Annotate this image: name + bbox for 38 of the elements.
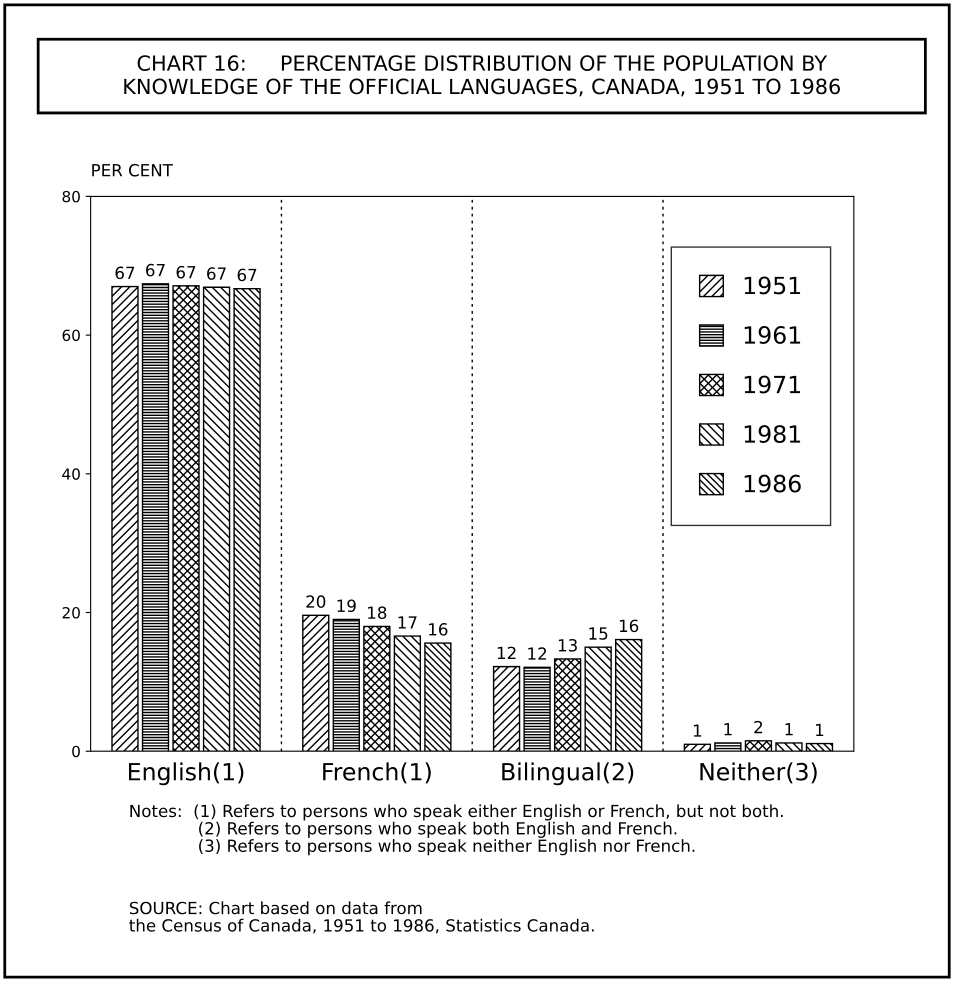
data-label: 1 — [694, 724, 702, 737]
data-label: 67 — [176, 266, 196, 278]
data-label: 1 — [785, 723, 793, 736]
data-label: 15 — [589, 627, 608, 640]
data-label: 20 — [306, 595, 326, 608]
text: Notes: (1) Refers to persons who speak either English or French, but not both. (2) Refers to persons who speak both English and French. (3) Refers to persons who speak neither English nor French. — [130, 804, 783, 856]
data-label: 67 — [238, 268, 256, 282]
x-tick-label: Bilingual(2) — [502, 762, 634, 786]
source-note: SOURCE: Chart based on data from the Census of Canada, 1951 to 1986, Statistics Canada. — [129, 901, 594, 934]
data-label: 16 — [620, 620, 638, 632]
legend-label: 1961 — [744, 326, 800, 344]
data-label: 67 — [207, 267, 226, 280]
y-tick-label: 80 — [62, 190, 80, 202]
legend-label: 1981 — [744, 425, 800, 443]
legend-label: 1951 — [744, 276, 800, 294]
x-tick-label: Neither(3) — [700, 762, 817, 784]
data-label: 1 — [816, 724, 824, 736]
x-tick-label: English(1) — [128, 762, 244, 786]
legend-label: 1971 — [744, 376, 800, 394]
y-tick-label: 60 — [62, 330, 80, 342]
data-label: 1 — [724, 723, 732, 736]
chart-title: CHART 16: PERCENTAGE DISTRIBUTION OF THE POPULATION BY KNOWLEDGE OF THE OFFICIAL LANGUAGES, CANADA, 1951 TO 1986 — [124, 55, 840, 96]
y-tick-label: 40 — [62, 468, 80, 480]
x-tick-label: French(1) — [323, 762, 431, 784]
legend-label: 1986 — [744, 474, 801, 493]
data-label: 12 — [528, 647, 546, 660]
data-label: 19 — [338, 599, 356, 612]
data-label: 17 — [398, 616, 417, 628]
y-tick-label: 20 — [62, 606, 80, 619]
y-tick-label: 0 — [72, 746, 80, 758]
data-label: 16 — [429, 623, 448, 636]
data-label: 67 — [116, 266, 134, 280]
y-axis-title: PER CENT — [92, 164, 173, 177]
data-label: 12 — [498, 646, 516, 659]
data-label: 18 — [368, 606, 386, 619]
data-label: 67 — [146, 264, 165, 276]
data-label: 13 — [558, 638, 577, 652]
data-label: 2 — [754, 720, 762, 734]
